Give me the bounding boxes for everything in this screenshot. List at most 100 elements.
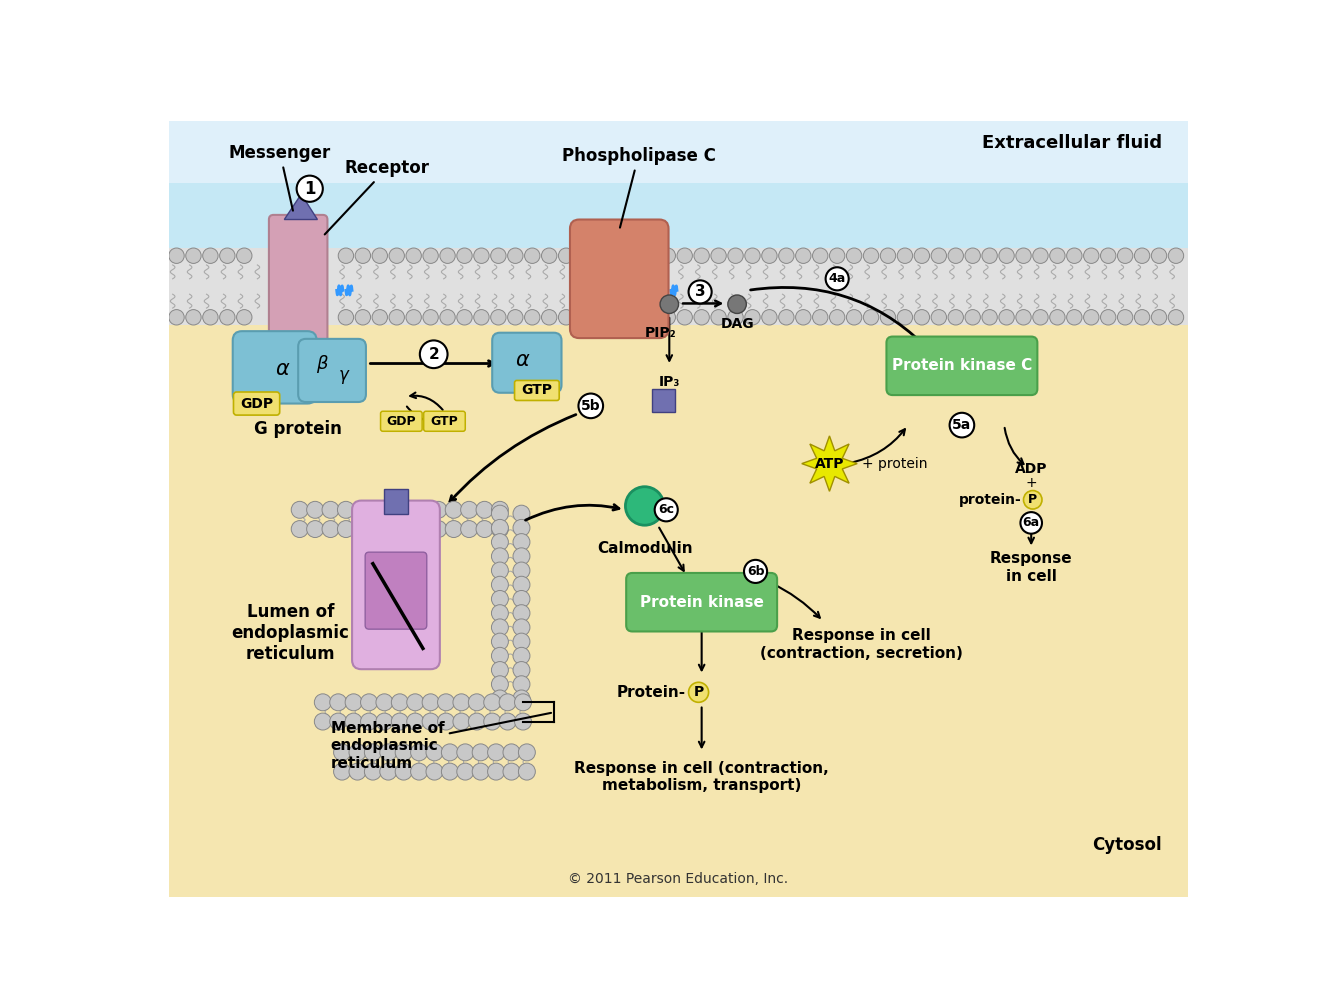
Circle shape xyxy=(360,713,377,730)
Circle shape xyxy=(515,713,531,730)
Text: $\alpha$: $\alpha$ xyxy=(515,350,531,370)
Circle shape xyxy=(469,713,486,730)
Circle shape xyxy=(542,248,557,263)
Circle shape xyxy=(395,763,412,780)
Circle shape xyxy=(499,713,516,730)
Circle shape xyxy=(863,309,879,325)
Circle shape xyxy=(1016,309,1031,325)
Circle shape xyxy=(813,248,828,263)
FancyBboxPatch shape xyxy=(515,380,559,400)
Circle shape xyxy=(364,763,381,780)
Circle shape xyxy=(1100,248,1116,263)
Circle shape xyxy=(355,248,371,263)
FancyBboxPatch shape xyxy=(233,332,316,403)
Circle shape xyxy=(761,248,777,263)
Circle shape xyxy=(507,309,523,325)
Circle shape xyxy=(483,694,500,711)
Circle shape xyxy=(1168,309,1184,325)
Text: 3: 3 xyxy=(695,284,706,299)
Circle shape xyxy=(487,763,504,780)
Circle shape xyxy=(677,248,692,263)
Circle shape xyxy=(307,520,323,537)
Circle shape xyxy=(512,605,530,622)
Circle shape xyxy=(477,520,493,537)
Circle shape xyxy=(330,694,347,711)
Circle shape xyxy=(445,501,462,518)
Circle shape xyxy=(688,280,712,303)
Circle shape xyxy=(457,744,474,761)
Circle shape xyxy=(392,713,408,730)
Circle shape xyxy=(491,501,508,518)
Circle shape xyxy=(728,248,743,263)
Circle shape xyxy=(441,744,458,761)
Circle shape xyxy=(914,248,929,263)
Circle shape xyxy=(1152,309,1166,325)
Circle shape xyxy=(512,647,530,664)
Circle shape xyxy=(399,501,416,518)
Text: ATP: ATP xyxy=(814,457,845,471)
Circle shape xyxy=(389,309,404,325)
Circle shape xyxy=(441,763,458,780)
Circle shape xyxy=(203,309,218,325)
Circle shape xyxy=(499,694,516,711)
Circle shape xyxy=(559,309,573,325)
Circle shape xyxy=(440,309,455,325)
Text: P: P xyxy=(1029,493,1037,506)
Circle shape xyxy=(368,520,385,537)
Text: GDP: GDP xyxy=(240,396,273,410)
Circle shape xyxy=(334,763,351,780)
Circle shape xyxy=(948,309,964,325)
Text: 2: 2 xyxy=(429,347,440,362)
Text: Calmodulin: Calmodulin xyxy=(597,540,692,555)
Text: P: P xyxy=(694,685,703,700)
Circle shape xyxy=(473,744,489,761)
Circle shape xyxy=(880,309,896,325)
Circle shape xyxy=(512,519,530,536)
Circle shape xyxy=(406,309,421,325)
Circle shape xyxy=(512,577,530,593)
Circle shape xyxy=(395,744,412,761)
Circle shape xyxy=(491,577,508,593)
Circle shape xyxy=(483,713,500,730)
Text: + protein: + protein xyxy=(862,457,927,471)
Text: Lumen of
endoplasmic
reticulum: Lumen of endoplasmic reticulum xyxy=(232,603,350,663)
Circle shape xyxy=(422,694,440,711)
Circle shape xyxy=(949,413,974,437)
Circle shape xyxy=(694,309,710,325)
Circle shape xyxy=(1083,248,1099,263)
Circle shape xyxy=(314,713,331,730)
Circle shape xyxy=(761,309,777,325)
Text: Response in cell (contraction,
metabolism, transport): Response in cell (contraction, metabolis… xyxy=(575,761,829,793)
Text: Phospholipase C: Phospholipase C xyxy=(561,147,715,228)
Circle shape xyxy=(291,501,308,518)
Text: Response
in cell: Response in cell xyxy=(990,551,1072,584)
Polygon shape xyxy=(169,248,1189,325)
Circle shape xyxy=(338,309,354,325)
Circle shape xyxy=(711,309,727,325)
Circle shape xyxy=(473,763,489,780)
Circle shape xyxy=(677,309,692,325)
Circle shape xyxy=(372,248,388,263)
FancyBboxPatch shape xyxy=(626,573,777,631)
Circle shape xyxy=(220,309,236,325)
Circle shape xyxy=(745,248,760,263)
Circle shape xyxy=(430,501,446,518)
Circle shape xyxy=(491,605,508,622)
FancyBboxPatch shape xyxy=(569,220,669,338)
Text: 5b: 5b xyxy=(581,399,601,413)
Circle shape xyxy=(965,248,980,263)
Circle shape xyxy=(440,248,455,263)
Text: ADP: ADP xyxy=(1016,462,1047,476)
Circle shape xyxy=(728,295,747,313)
Circle shape xyxy=(406,713,424,730)
Text: GTP: GTP xyxy=(522,383,552,397)
Circle shape xyxy=(491,661,508,678)
Circle shape xyxy=(519,763,535,780)
Text: Messenger: Messenger xyxy=(229,144,331,211)
Circle shape xyxy=(384,520,401,537)
Text: protein-: protein- xyxy=(959,493,1022,507)
Circle shape xyxy=(524,309,540,325)
Circle shape xyxy=(237,309,252,325)
Circle shape xyxy=(307,501,323,518)
Circle shape xyxy=(350,744,365,761)
